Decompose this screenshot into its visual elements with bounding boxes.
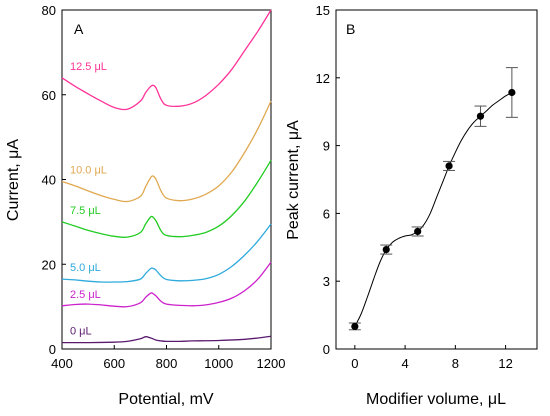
- panel-a-series-label: 10.0 μL: [70, 165, 107, 177]
- panel-b-data-point: [508, 88, 516, 97]
- panel-b-label: B: [346, 21, 355, 37]
- panel-a-series-line: [61, 100, 272, 203]
- panel-a-ytick-label: 40: [42, 173, 56, 188]
- panel-b-fit: [354, 92, 513, 327]
- panel-a-ticks: 400 600 800 1000 1200 0 20 40 60 80: [42, 3, 286, 371]
- panel-a-series-label: 5.0 μL: [70, 262, 101, 274]
- panel-b-xtick-label: 8: [452, 356, 459, 371]
- panel-b-xlabel: Modifier volume, μL: [366, 391, 506, 408]
- panel-a-series: [61, 9, 272, 344]
- panel-a-xlabel: Potential, mV: [118, 391, 213, 408]
- panel-b-fit-curve: [354, 92, 513, 327]
- panel-a-ylabel: Current, μA: [5, 139, 22, 221]
- panel-b-ytick-label: 3: [323, 274, 330, 289]
- panel-a-series-line: [61, 223, 272, 283]
- panel-b-ytick-label: 0: [323, 342, 330, 357]
- panel-b-ytick-label: 12: [316, 71, 330, 86]
- panel-a-xtick-label: 1200: [257, 356, 286, 371]
- panel-a-xtick-label: 400: [51, 356, 73, 371]
- panel-b-data-point: [476, 112, 485, 120]
- panel-a-series-line: [61, 261, 272, 308]
- panel-b-data-point: [351, 322, 359, 330]
- panel-b-chart: B Modifier volume, μL Peak current, μA 0…: [285, 3, 538, 408]
- panel-b-data-point: [445, 162, 453, 170]
- panel-a-xtick-label: 1000: [204, 356, 233, 371]
- panel-a-ytick-label: 20: [42, 257, 56, 272]
- panel-a-series-label: 12.5 μL: [70, 61, 107, 73]
- panel-b-ylabel: Peak current, μA: [285, 120, 302, 240]
- panel-b-xtick-label: 4: [401, 356, 408, 371]
- panel-a-series-line: [61, 160, 272, 238]
- panel-b-frame: [335, 9, 538, 350]
- panel-b-points: [348, 67, 518, 331]
- panel-b-ytick-label: 9: [323, 139, 330, 154]
- panel-b-ytick-label: 6: [323, 206, 330, 221]
- panel-a-xtick-label: 600: [103, 356, 125, 371]
- panel-a-label: A: [74, 21, 84, 37]
- panel-a-series-label: 0 μL: [70, 326, 92, 338]
- panel-b-data-point: [382, 245, 390, 254]
- panel-a-xtick-label: 800: [156, 356, 178, 371]
- panel-b-xtick-label: 12: [498, 356, 512, 371]
- panel-a-series-line: [61, 9, 272, 111]
- panel-a-ytick-label: 80: [42, 3, 56, 18]
- panel-a-series-line: [61, 335, 272, 344]
- panel-a-chart: A Potential, mV Current, μA 400 600 800 100…: [5, 3, 285, 408]
- panel-b-data-point: [414, 227, 422, 236]
- panel-a-series-label: 2.5 μL: [70, 289, 101, 301]
- panel-b-xtick-label: 0: [351, 356, 358, 371]
- panel-b-ticks: 0 4 8 12 0 3 6 9 12 15: [316, 3, 513, 371]
- panel-a-series-label: 7.5 μL: [70, 205, 101, 217]
- panel-a-ytick-label: 0: [49, 342, 56, 357]
- panel-a-series-labels: 0 μL 2.5 μL 5.0 μL 7.5 μL 10.0 μL 12.5 μL: [70, 61, 107, 338]
- panel-a-ytick-label: 60: [42, 88, 56, 103]
- panel-b-ytick-label: 15: [316, 3, 330, 18]
